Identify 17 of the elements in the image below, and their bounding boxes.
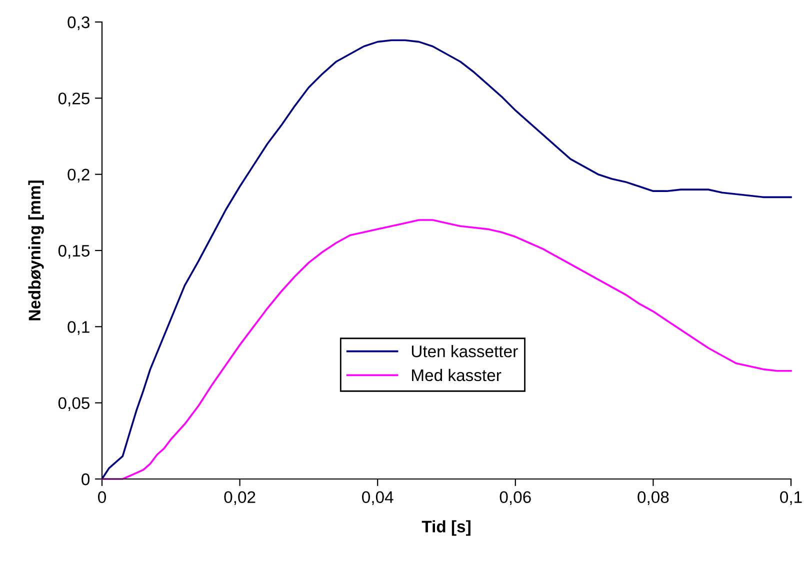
x-tick-label: 0,1 bbox=[780, 491, 802, 506]
y-tick-label: 0,3 bbox=[68, 16, 90, 30]
y-tick-label: 0,05 bbox=[58, 397, 90, 412]
y-axis-title: Nedbøyning [mm] bbox=[28, 180, 44, 320]
legend-label: Uten kassetter bbox=[412, 345, 518, 358]
y-tick-label: 0,2 bbox=[68, 168, 90, 183]
x-tick-label: 0 bbox=[98, 491, 106, 504]
y-tick-label: 0,1 bbox=[68, 321, 90, 335]
x-tick-label: 0,08 bbox=[638, 491, 669, 506]
x-axis-title: Tid [s] bbox=[422, 520, 470, 536]
y-tick-label: 0 bbox=[82, 473, 90, 486]
legend-label: Med kasster bbox=[412, 368, 502, 382]
y-tick-label: 0,25 bbox=[58, 92, 90, 106]
x-tick-label: 0,02 bbox=[224, 491, 256, 506]
y-tick-label: 0,15 bbox=[58, 244, 90, 259]
x-tick-label: 0,04 bbox=[362, 491, 394, 506]
x-tick-label: 0,06 bbox=[500, 491, 531, 506]
